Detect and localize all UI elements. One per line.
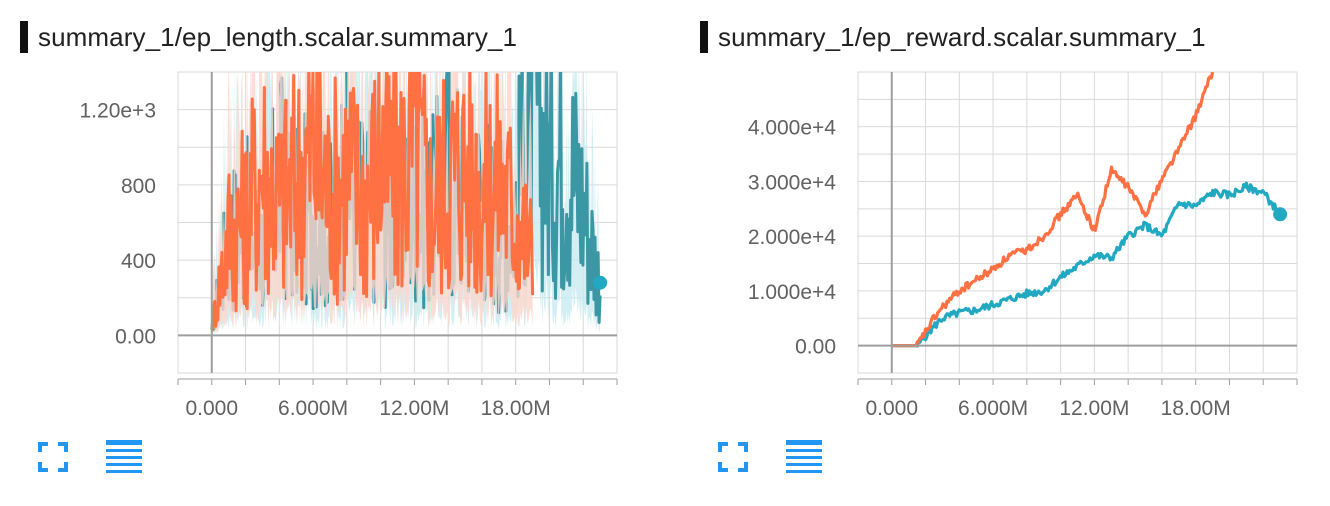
- chart-title: summary_1/ep_reward.scalar.summary_1: [718, 21, 1206, 52]
- chart-card-ep-reward: summary_1/ep_reward.scalar.summary_1 0.0…: [680, 0, 1320, 506]
- y-tick-label: 2.000e+4: [748, 226, 836, 249]
- expand-icon[interactable]: [38, 442, 68, 477]
- y-tick-label: 0.00: [115, 325, 156, 348]
- title-marker: [20, 21, 28, 53]
- series-line: [891, 181, 1282, 348]
- y-tick-label: 800: [121, 175, 156, 198]
- list-lines-icon[interactable]: [786, 440, 822, 479]
- x-tick-label: 12.00M: [379, 397, 449, 420]
- x-tick-label: 18.00M: [1161, 397, 1231, 420]
- series-group: [210, 72, 602, 335]
- x-tick-label: 6.000M: [958, 397, 1028, 420]
- series-end-point[interactable]: [1273, 207, 1288, 222]
- x-tick-label: 12.00M: [1059, 397, 1129, 420]
- chart-controls: [718, 440, 822, 479]
- x-tick-label: 6.000M: [278, 397, 348, 420]
- x-tick-label: 0.000: [865, 397, 918, 420]
- x-tick-label: 18.00M: [481, 397, 551, 420]
- y-tick-label: 0.00: [795, 336, 836, 359]
- y-tick-label: 1.20e+3: [80, 100, 157, 123]
- plot-frame: [857, 71, 1298, 374]
- expand-icon[interactable]: [718, 442, 748, 477]
- x-tick-label: 0.000: [185, 397, 238, 420]
- ep-reward-plot[interactable]: 0.000 6.000M 12.00M 18.00M 0.00 1.000e+4 2.000…: [680, 0, 1320, 430]
- series-line: [210, 72, 535, 332]
- y-tick-label: 1.000e+4: [748, 281, 836, 304]
- ep-length-plot[interactable]: 0.000 6.000M 12.00M 18.00M 0.00 400 800 1.20e+3: [0, 0, 640, 430]
- y-tick-label: 4.000e+4: [748, 117, 836, 140]
- chart-title-row: summary_1/ep_reward.scalar.summary_1: [700, 20, 1206, 54]
- series-group: [891, 72, 1282, 348]
- series-end-point[interactable]: [593, 275, 608, 290]
- title-marker: [700, 21, 708, 53]
- chart-controls: [38, 440, 142, 479]
- grid: [858, 71, 1298, 374]
- series-line: [891, 72, 1215, 348]
- y-tick-label: 3.000e+4: [748, 171, 836, 194]
- chart-card-ep-length: summary_1/ep_length.scalar.summary_1 0.0…: [0, 0, 640, 506]
- chart-title: summary_1/ep_length.scalar.summary_1: [38, 21, 518, 52]
- list-lines-icon[interactable]: [106, 440, 142, 479]
- chart-title-row: summary_1/ep_length.scalar.summary_1: [20, 20, 517, 54]
- y-tick-label: 400: [121, 250, 156, 273]
